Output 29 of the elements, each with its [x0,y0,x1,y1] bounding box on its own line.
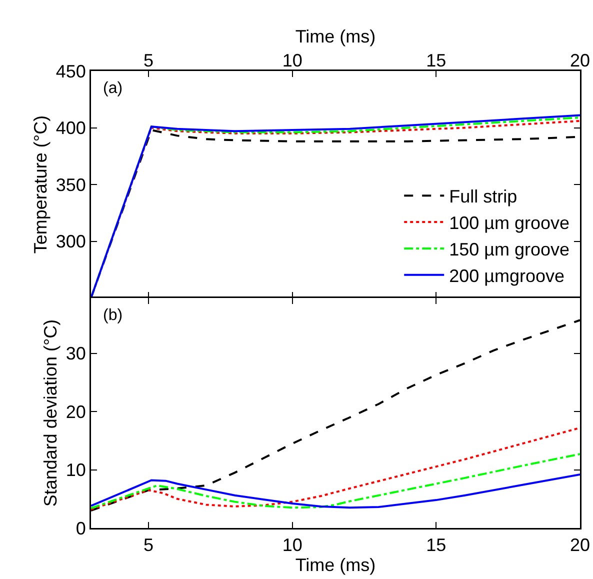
y-tick-label: 20 [66,402,86,422]
line-series [91,426,580,510]
y-tick-label: 0 [76,518,86,538]
x2-tick-label: 15 [426,50,446,70]
legend-label: 150 µm groove [449,239,570,260]
line-series [91,473,580,509]
x-axis-title: Time (ms) [295,555,376,576]
x-tick-label: 10 [282,535,302,556]
y-axis-title: Standard deviation (°C) [40,319,60,507]
legend-label: 200 µmgroove [449,266,565,286]
annotation: (a) [103,80,123,97]
x2-tick-label: 20 [570,50,590,70]
y-tick-label: 10 [66,460,86,480]
y-tick-label: 30 [66,344,86,364]
line-series [91,453,580,510]
x-tick-label: 20 [570,535,590,556]
y-axis-title: Temperature (°C) [30,115,50,254]
y-tick-label: 400 [56,118,86,138]
y-tick-label: 300 [56,232,86,252]
y-tick-label: 350 [56,174,86,195]
x-tick-label: 15 [426,535,446,556]
x-tick-label: 5 [144,535,154,556]
x2-tick-label: 10 [282,50,302,70]
legend-label: 100 µm groove [449,213,570,234]
annotation: (b) [103,307,123,324]
x2-tick-label: 5 [144,50,154,70]
legend-label: Full strip [449,186,518,207]
y-tick-label: 450 [56,61,86,82]
x2-axis-title: Time (ms) [295,26,376,47]
